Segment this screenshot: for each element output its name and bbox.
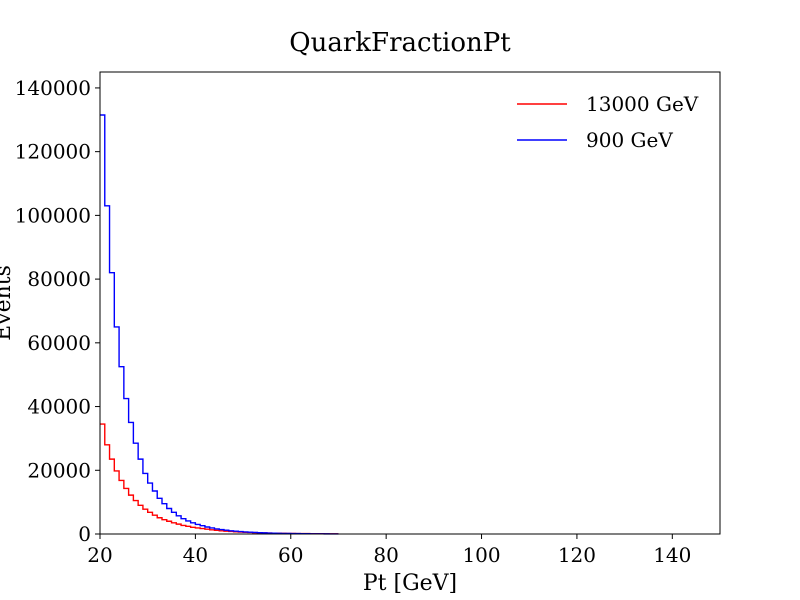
y-tick-label: 80000 [27,267,91,291]
y-tick-label: 60000 [27,331,91,355]
legend-label: 900 GeV [586,128,673,152]
x-tick-label: 140 [653,543,691,567]
y-axis-label: Events [0,265,16,341]
y-tick-label: 40000 [27,395,91,419]
chart-title: QuarkFractionPt [289,28,511,58]
series-line-900-gev [100,114,339,535]
series-line-13000-gev [100,423,339,535]
legend-label: 13000 GeV [586,92,699,116]
x-tick-label: 40 [183,543,208,567]
x-tick-label: 60 [278,543,303,567]
x-tick-label: 20 [87,543,112,567]
x-axis: 20 40 60 80 100 120 140 [87,534,691,567]
y-tick-label: 100000 [15,203,91,227]
y-tick-label: 120000 [15,140,91,164]
y-tick-label: 140000 [15,76,91,100]
x-axis-label: Pt [GeV] [363,571,457,596]
x-tick-label: 80 [373,543,398,567]
y-tick-label: 0 [78,522,91,546]
x-tick-label: 100 [462,543,500,567]
y-axis: 0 20000 40000 60000 80000 100000 120000 140000 [15,76,100,546]
x-tick-label: 120 [558,543,596,567]
plot-frame [99,71,721,535]
y-tick-label: 20000 [27,458,91,482]
legend: 13000 GeV 900 GeV [517,92,699,152]
